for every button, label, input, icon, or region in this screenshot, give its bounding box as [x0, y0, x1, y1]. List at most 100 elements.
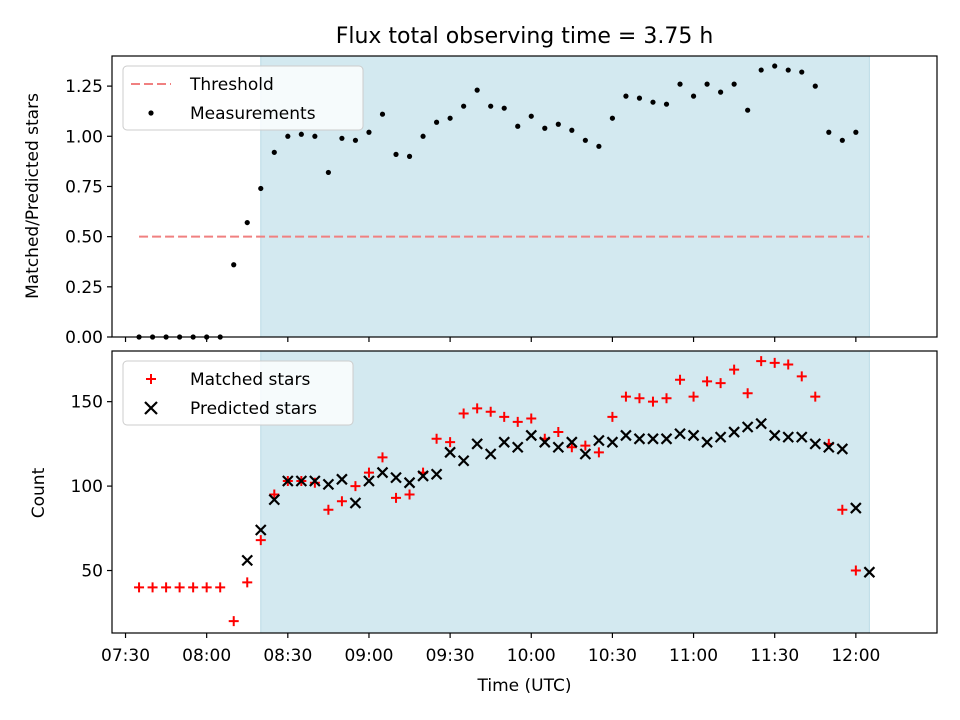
- x-tick-label: 11:00: [669, 646, 718, 666]
- predicted-star-point: [579, 448, 592, 460]
- y-tick-label: 1.00: [65, 127, 103, 147]
- measurement-point: [366, 129, 372, 135]
- matched-star-point: [445, 437, 456, 448]
- predicted-star-point: [336, 473, 348, 486]
- matched-star-point: [526, 413, 537, 424]
- matched-star-point: [742, 388, 753, 399]
- legend-label: Predicted stars: [190, 399, 317, 419]
- legend-label: Threshold: [189, 75, 274, 95]
- predicted-star-point: [511, 441, 524, 454]
- predicted-star-point: [701, 436, 713, 448]
- matched-star-point: [431, 433, 442, 444]
- matched-star-point: [174, 582, 185, 593]
- measurement-point: [623, 93, 629, 99]
- y-tick-label: 1.25: [65, 77, 103, 97]
- matched-star-point: [377, 452, 388, 463]
- measurement-point: [447, 115, 453, 121]
- measurement-point: [718, 89, 724, 95]
- predicted-star-point: [498, 436, 510, 448]
- matched-star-point: [769, 357, 780, 368]
- matched-star-point: [201, 582, 212, 593]
- matched-star-point: [702, 376, 713, 387]
- measurement-point: [704, 81, 710, 87]
- matched-star-point: [553, 427, 564, 438]
- measurement-point: [515, 123, 521, 129]
- predicted-star-point: [254, 524, 267, 536]
- measurement-point: [258, 185, 264, 192]
- y-tick-label: 150: [71, 393, 103, 413]
- matched-star-point: [512, 416, 523, 427]
- measurement-point: [839, 137, 845, 143]
- measurement-point: [731, 81, 737, 87]
- measurement-point: [406, 153, 413, 159]
- matched-star-point: [729, 364, 740, 375]
- predicted-star-point: [539, 436, 551, 448]
- y-tick-label: 0.00: [65, 328, 103, 348]
- predicted-star-point: [309, 475, 321, 487]
- measurement-point: [528, 113, 534, 119]
- measurement-point: [677, 81, 683, 87]
- matched-star-point: [255, 535, 266, 546]
- x-tick-label: 11:30: [750, 646, 799, 666]
- measurement-point: [488, 103, 494, 109]
- matched-star-point: [242, 577, 253, 588]
- matched-star-point: [647, 396, 658, 407]
- measurement-point: [650, 99, 656, 105]
- predicted-star-point: [755, 417, 767, 430]
- predicted-star-point: [674, 427, 686, 440]
- matched-star-point: [756, 356, 767, 367]
- y-axis-label-count: Count: [29, 467, 49, 518]
- matched-star-point: [566, 442, 577, 453]
- measurement-point: [663, 101, 670, 107]
- x-tick-label: 12:00: [831, 646, 880, 666]
- predicted-star-point: [823, 441, 835, 454]
- measurement-point: [555, 121, 561, 127]
- legend-label: Measurements: [190, 104, 316, 124]
- chart-title: Flux total observing time = 3.75 h: [336, 24, 714, 49]
- predicted-star-point: [471, 438, 483, 450]
- predicted-star-point: [363, 475, 375, 487]
- predicted-star-point: [647, 433, 659, 445]
- matched-star-point: [850, 565, 861, 576]
- predicted-star-point: [687, 429, 700, 442]
- predicted-star-point: [863, 566, 876, 578]
- measurement-point: [271, 149, 277, 155]
- predicted-star-point: [444, 446, 456, 459]
- predicted-star-point: [741, 421, 754, 433]
- measurement-point: [474, 87, 480, 93]
- predicted-star-point: [795, 431, 808, 443]
- predicted-star-point: [836, 443, 849, 455]
- measurement-point: [244, 219, 250, 226]
- measurement-point: [636, 95, 643, 101]
- matched-star-point: [499, 411, 510, 422]
- matched-star-point: [485, 406, 496, 417]
- observing-window-shade: [260, 350, 870, 634]
- y-tick-label: 100: [71, 477, 103, 497]
- predicted-star-point: [390, 471, 402, 484]
- matched-star-point: [134, 582, 145, 593]
- y-axis-label-ratio: Matched/Predicted stars: [23, 93, 43, 299]
- measurement-point: [379, 111, 386, 117]
- matched-star-point: [336, 496, 347, 507]
- matched-star-point: [688, 391, 699, 402]
- predicted-star-point: [322, 478, 335, 491]
- matched-star-point: [607, 411, 618, 422]
- predicted-star-point: [633, 433, 646, 445]
- predicted-star-point: [282, 475, 294, 487]
- matched-star-point: [188, 582, 199, 593]
- predicted-star-point: [768, 429, 781, 442]
- predicted-star-point: [714, 431, 727, 443]
- y-tick-label: 50: [81, 562, 103, 582]
- measurement-point: [745, 107, 751, 113]
- measurement-point: [420, 133, 426, 139]
- matched-star-point: [661, 393, 672, 404]
- measurement-point: [785, 67, 791, 73]
- matched-star-point: [634, 393, 645, 404]
- predicted-star-point: [728, 426, 740, 438]
- y-tick-label: 0.25: [65, 278, 103, 298]
- measurement-point: [853, 129, 859, 135]
- predicted-star-point: [782, 431, 795, 443]
- predicted-star-point: [241, 554, 254, 567]
- matched-star-point: [783, 359, 794, 370]
